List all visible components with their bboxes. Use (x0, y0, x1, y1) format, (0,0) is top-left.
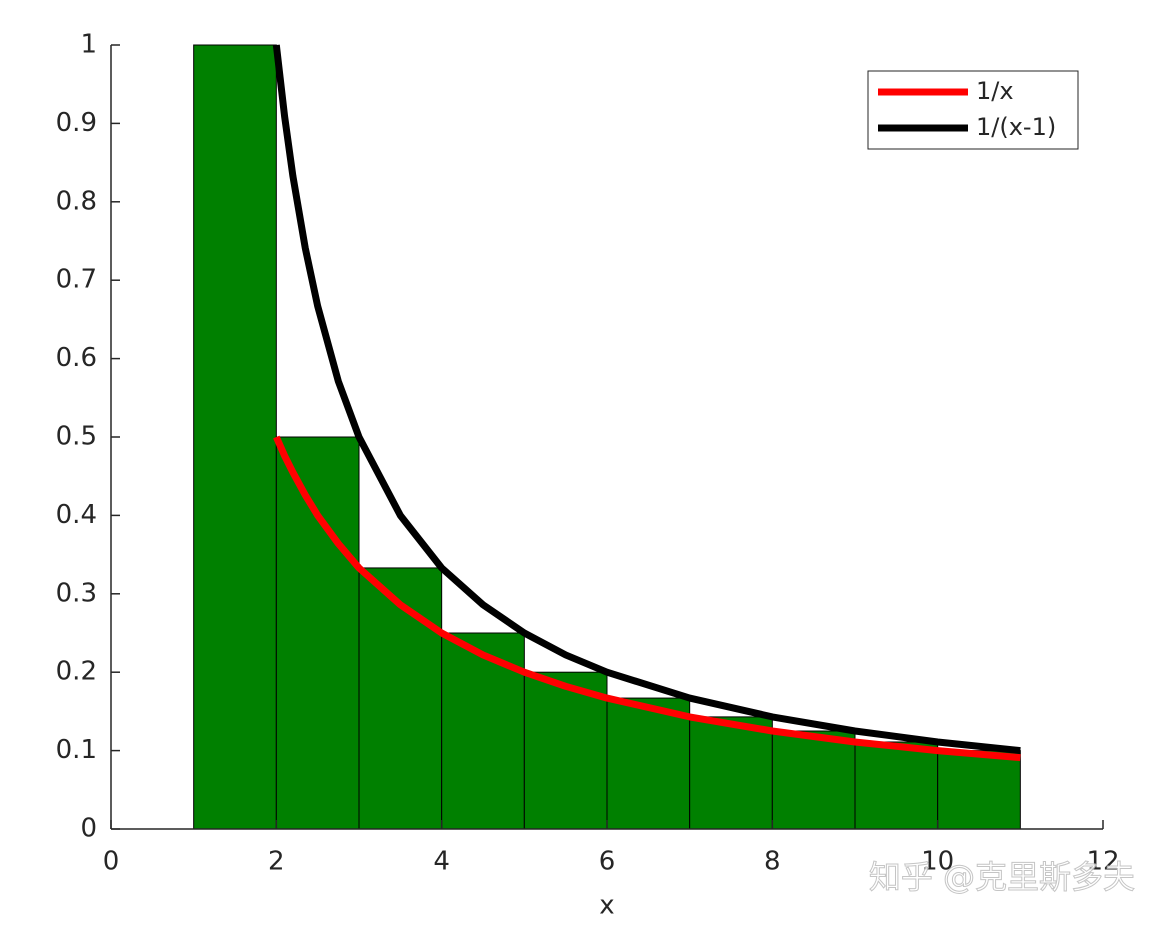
y-tick-label: 0.1 (56, 735, 97, 765)
bar (854, 741, 939, 830)
x-tick-label: 8 (764, 847, 781, 877)
bar (441, 632, 525, 830)
y-tick-label: 0.2 (56, 657, 97, 687)
y-tick-label: 0.4 (56, 500, 97, 530)
x-tick-label: 10 (921, 847, 954, 877)
y-tick-label: 1 (80, 30, 97, 60)
x-tick-label: 0 (103, 847, 120, 877)
line-series (273, 435, 1021, 762)
y-tick-label: 0.7 (56, 265, 97, 295)
bar (606, 697, 691, 830)
bar (193, 44, 277, 830)
x-tick-label: 6 (599, 847, 616, 877)
x-axis-label: x (599, 891, 614, 921)
bar (358, 567, 443, 830)
x-tick-label: 4 (433, 847, 450, 877)
legend-label: 1/(x-1) (976, 113, 1056, 141)
legend-box (867, 70, 1079, 150)
bar (275, 436, 360, 830)
x-tick-label: 2 (268, 847, 285, 877)
bar (689, 716, 773, 830)
y-tick-label: 0.9 (56, 108, 97, 138)
y-tick-label: 0 (80, 814, 97, 844)
y-tick-label: 0.8 (56, 186, 97, 216)
line-series (272, 44, 1021, 755)
watermark: 知乎 @克里斯多夫 (869, 858, 1135, 896)
bar (937, 750, 1021, 830)
y-tick-label: 0.5 (56, 422, 97, 452)
y-tick-label: 0.6 (56, 343, 97, 373)
bar (771, 730, 856, 830)
bar (523, 671, 608, 830)
legend-label: 1/x (976, 77, 1014, 105)
y-tick-label: 0.3 (56, 578, 97, 608)
x-tick-label: 12 (1086, 847, 1119, 877)
